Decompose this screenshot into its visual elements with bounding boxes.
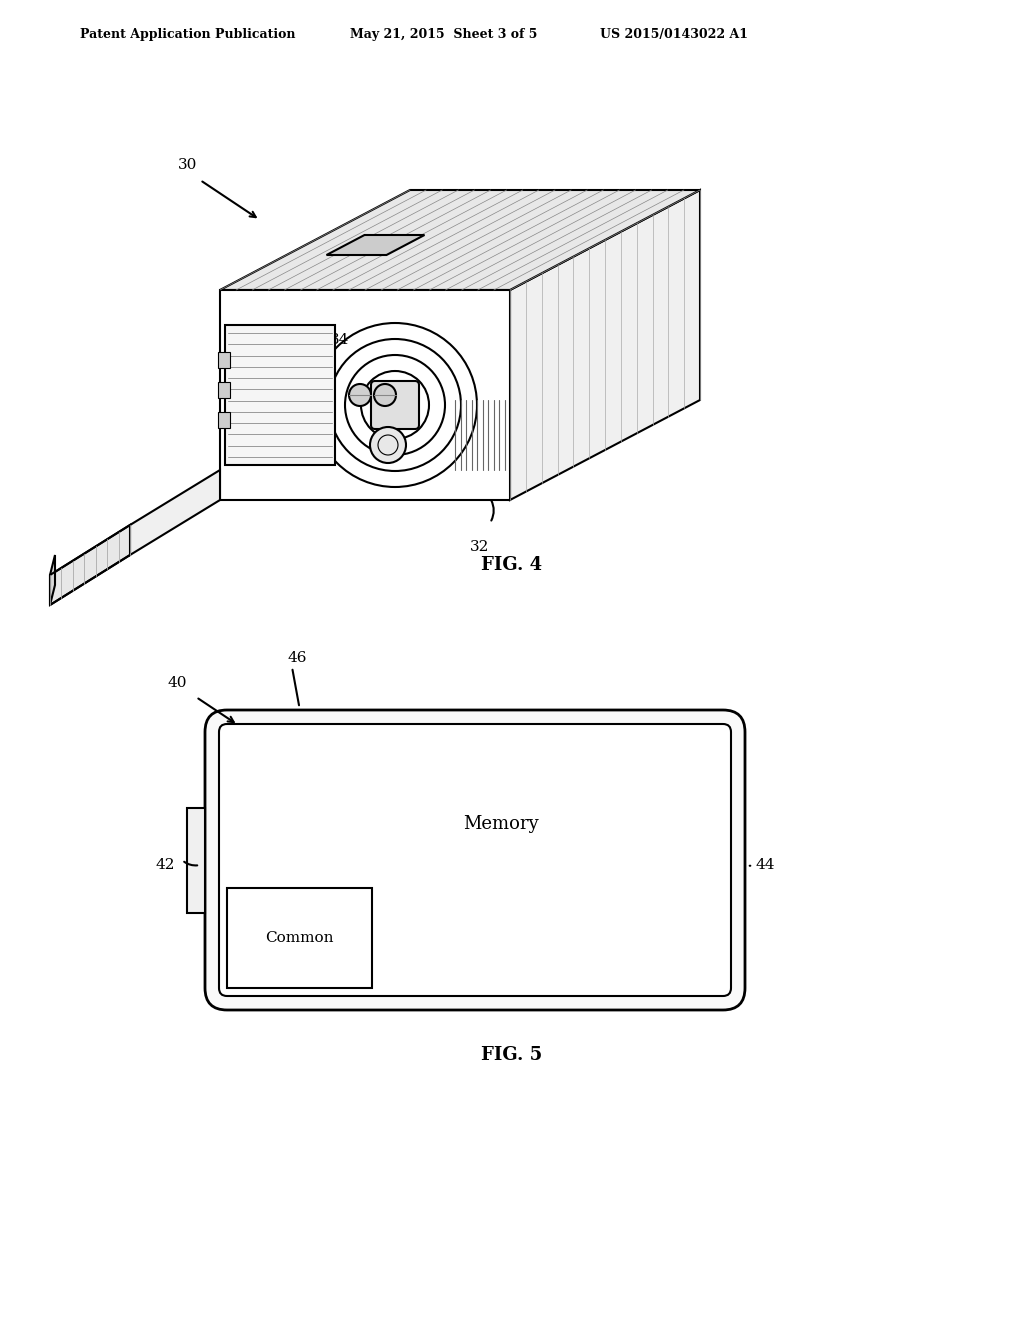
Text: FIG. 4: FIG. 4 bbox=[481, 556, 543, 574]
Polygon shape bbox=[220, 190, 700, 290]
FancyBboxPatch shape bbox=[205, 710, 745, 1010]
Polygon shape bbox=[220, 290, 510, 500]
Text: 40: 40 bbox=[168, 676, 187, 690]
Bar bbox=[227, 888, 372, 987]
Polygon shape bbox=[225, 325, 335, 465]
Polygon shape bbox=[50, 525, 130, 605]
Circle shape bbox=[374, 384, 396, 407]
Polygon shape bbox=[510, 190, 700, 500]
Polygon shape bbox=[130, 470, 220, 554]
FancyBboxPatch shape bbox=[219, 723, 731, 997]
Circle shape bbox=[370, 426, 406, 463]
FancyBboxPatch shape bbox=[371, 381, 419, 429]
Circle shape bbox=[349, 384, 371, 407]
Text: 46: 46 bbox=[287, 651, 306, 665]
Text: US 2015/0143022 A1: US 2015/0143022 A1 bbox=[600, 28, 748, 41]
Polygon shape bbox=[218, 412, 230, 428]
Text: 44: 44 bbox=[755, 858, 774, 873]
Text: Memory: Memory bbox=[463, 814, 539, 833]
Text: 32: 32 bbox=[470, 540, 489, 554]
Polygon shape bbox=[218, 381, 230, 399]
Polygon shape bbox=[218, 352, 230, 368]
Text: Patent Application Publication: Patent Application Publication bbox=[80, 28, 296, 41]
Polygon shape bbox=[327, 235, 425, 255]
Text: 42: 42 bbox=[155, 858, 174, 873]
Text: Common: Common bbox=[265, 931, 334, 945]
Text: FIG. 5: FIG. 5 bbox=[481, 1045, 543, 1064]
Bar bbox=[187, 808, 205, 912]
Text: 30: 30 bbox=[178, 158, 198, 172]
Text: May 21, 2015  Sheet 3 of 5: May 21, 2015 Sheet 3 of 5 bbox=[350, 28, 538, 41]
Polygon shape bbox=[50, 554, 55, 605]
Text: 34: 34 bbox=[330, 333, 349, 347]
